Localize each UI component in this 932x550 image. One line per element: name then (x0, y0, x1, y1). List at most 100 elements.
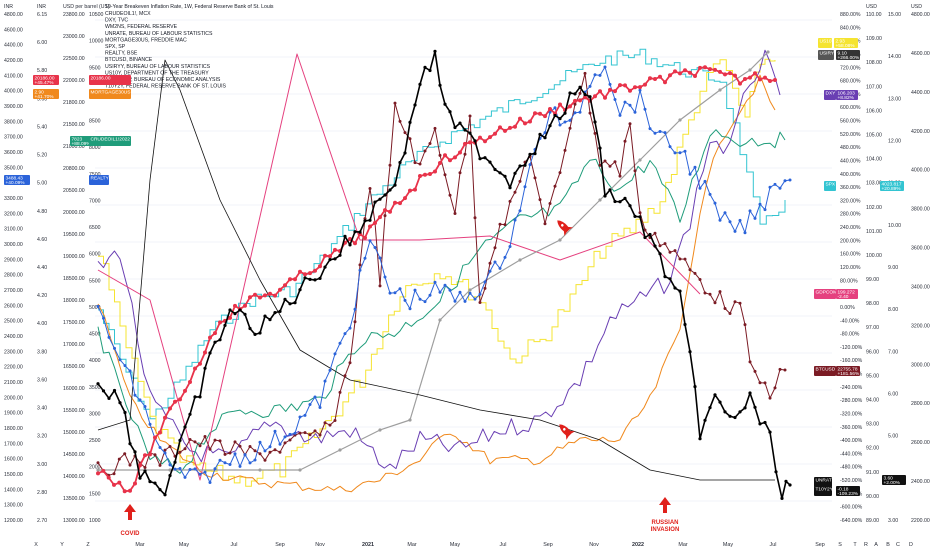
black-series-point (528, 152, 532, 156)
left-tick-label: 2900.00 (4, 257, 23, 263)
right-tick-label: -280.00% (840, 398, 863, 404)
left-tick-label: 18500.00 (63, 276, 85, 282)
blue-series-point (223, 461, 227, 465)
red-series-point (773, 78, 777, 82)
blue-series-point (738, 218, 742, 222)
left-tick-label: 5000 (89, 305, 101, 311)
black-series-point (107, 396, 111, 400)
black-series-point (178, 438, 182, 442)
red-series-point (718, 69, 722, 74)
blue-series-point (448, 288, 452, 292)
axis-corner-letter: D (909, 542, 913, 548)
red-series-point (283, 283, 287, 288)
darkred-series-point (403, 131, 407, 135)
right-tick-label: 2800.00 (911, 401, 930, 407)
left-tick-label: 2400.00 (4, 334, 23, 340)
left-tick-label: 2.80 (37, 490, 47, 496)
spx-tag: 4023.817+20.89% (880, 181, 904, 192)
blue-series-point (773, 182, 777, 186)
left-tag-blue: 3488.43+40.09% (4, 175, 30, 186)
darkred-series-point (428, 142, 432, 145)
red-series-point (533, 111, 537, 116)
black-series-point (548, 124, 552, 128)
left-tick-label: 5.40 (37, 124, 47, 130)
time-axis[interactable]: Mar May Jul Sep Nov 2021 Mar May Jul Sep Nov 2022 Ma… (34, 542, 913, 548)
black-series-point (248, 326, 252, 331)
blue-series-point (363, 256, 367, 260)
left-tick-label: 1500.00 (4, 472, 23, 478)
black-series-point (598, 146, 602, 150)
black-series-point (673, 286, 677, 290)
left-tick-label: 10000 (89, 39, 104, 45)
darkred-series-point (573, 102, 577, 106)
black-series-point (168, 473, 172, 478)
left-tick-label: 1500 (89, 491, 101, 497)
blue-series-point (273, 429, 277, 433)
darkred-series-point (768, 396, 772, 400)
legend-item: CRUDEOIL1!, MCX (105, 11, 151, 17)
left-tick-label: 17000.00 (63, 342, 85, 348)
black-series-point (728, 414, 732, 418)
axis-corner-letter: C (896, 542, 900, 548)
black-series-point (428, 68, 432, 73)
gdpcomp-tag-label-line1: GDPCOMP (816, 289, 841, 295)
blue-series-point (278, 442, 282, 446)
darkred-series-point (493, 246, 497, 250)
red-series-point (558, 102, 562, 107)
mortgage-tag: MORTGAGE30US (89, 89, 131, 99)
blue-series-point (128, 369, 132, 373)
realty-tag-bg (89, 175, 109, 185)
left-tick-label: 14000.00 (63, 474, 85, 480)
black-series-point (413, 103, 417, 107)
darkred-series-point (388, 163, 392, 167)
gray-series-point (408, 418, 412, 422)
right-tick-label: -40.00% (840, 318, 860, 324)
darkred-series-point (518, 179, 522, 183)
blue-series-point (158, 446, 162, 449)
red-series-point (508, 125, 512, 130)
darkred-series-point (533, 176, 537, 180)
darkred-series-point (218, 439, 222, 443)
blue-series-point (143, 405, 147, 408)
time-axis-label: Mar (135, 542, 144, 548)
black-series-point (303, 276, 307, 280)
red-series-point (653, 77, 657, 81)
darkred-series-point (763, 381, 767, 385)
blue-series-point (463, 299, 467, 303)
unrate-tag-label-line1: UNRATE (816, 477, 835, 483)
red-series-point (613, 89, 617, 94)
blue-series-point (758, 202, 762, 206)
left-tick-label: 3600.00 (4, 150, 23, 156)
left-tick-label: 3.00 (37, 462, 47, 468)
red-series-point (128, 488, 132, 493)
blue-series-point (778, 186, 782, 190)
darkred-series-point (458, 171, 462, 175)
black-series-point (578, 85, 582, 89)
black-series-point (112, 388, 117, 393)
left-tick-label: 3.40 (37, 406, 47, 412)
darkred-series-point (423, 149, 427, 153)
red-series-point (538, 111, 542, 116)
black-series-point (418, 82, 422, 86)
darkred-series-point (128, 463, 132, 467)
black-series-point (758, 422, 762, 426)
blue-series-point (588, 84, 592, 88)
darkred-series-point (678, 257, 682, 261)
darkred-series-point (413, 161, 417, 165)
gray-series-point (718, 88, 722, 92)
blue-series-point (102, 316, 105, 320)
blue-series-point (358, 268, 362, 272)
red-series-point (493, 131, 497, 136)
darkred-series-point (753, 369, 757, 373)
red-series-point (101, 468, 106, 473)
right-tick-label: -160.00% (840, 358, 863, 364)
darkred-series-point (438, 153, 442, 157)
left-tick-label: 1300.00 (4, 503, 23, 509)
right-tick-label: 600.00% (840, 105, 861, 111)
left-tick-label: 21800.00 (63, 100, 85, 106)
left-tick-label: 3500.00 (4, 165, 23, 171)
red-series-point (288, 277, 292, 282)
darkred-series-point (343, 374, 347, 378)
right-tick-label: 3.00 (888, 518, 898, 524)
